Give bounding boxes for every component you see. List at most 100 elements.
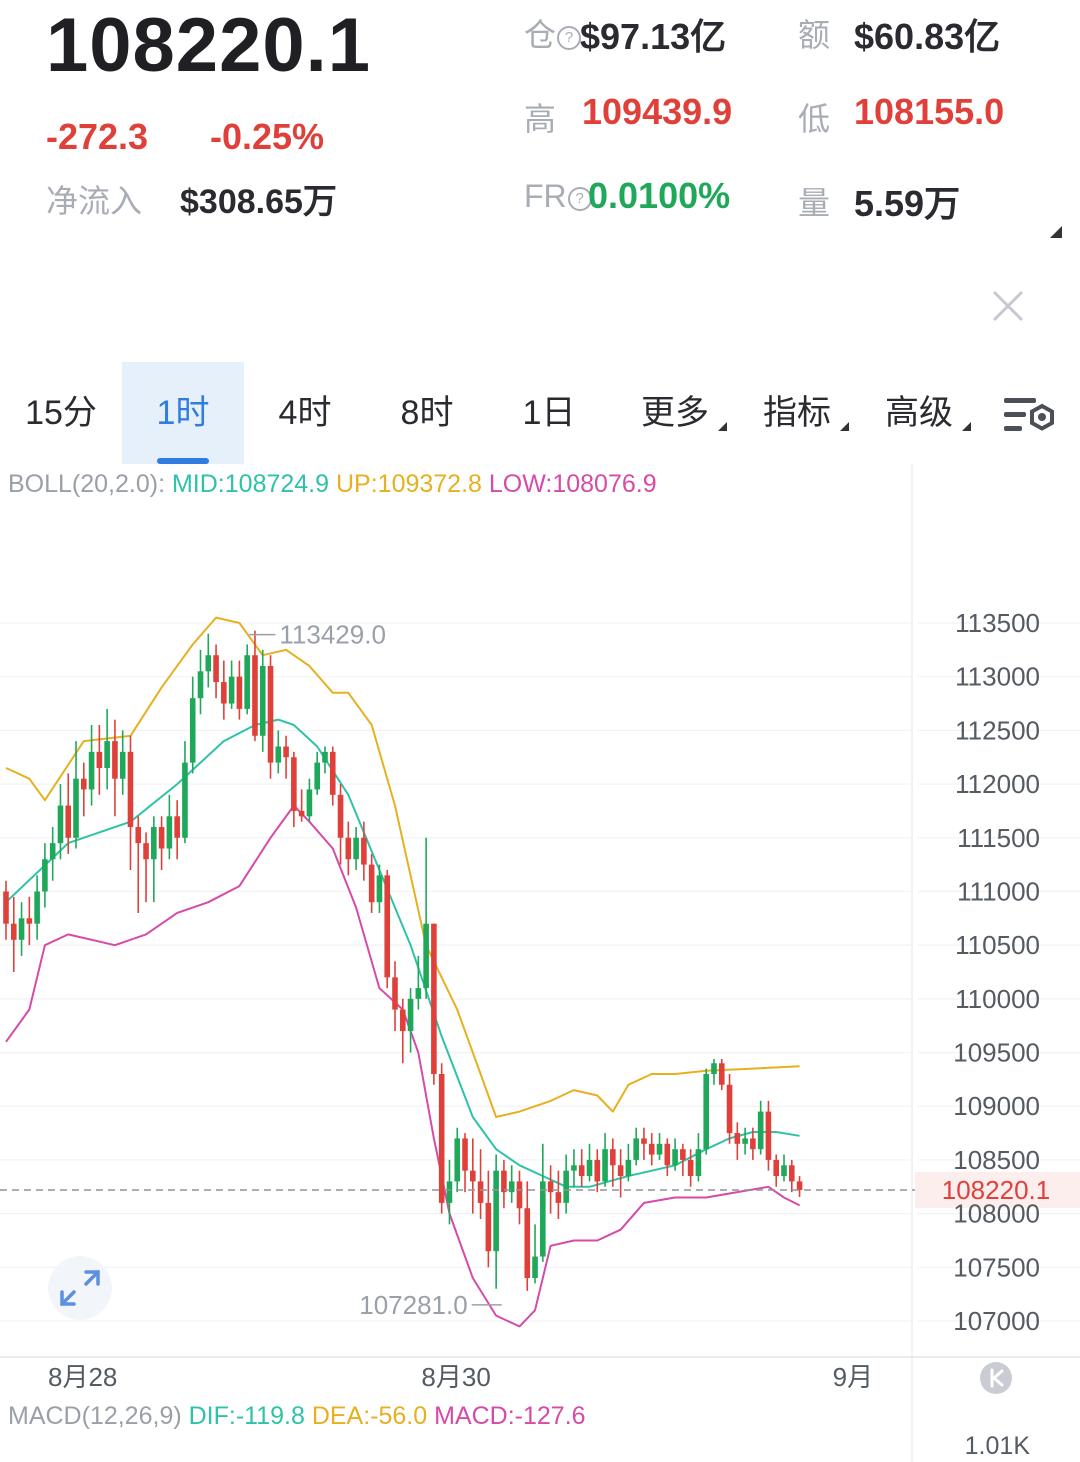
tab-8h[interactable]: 8时 [400, 394, 454, 432]
candle-body [384, 875, 391, 978]
expand-stats-icon[interactable] [1050, 226, 1062, 238]
info-icon[interactable]: ? [567, 187, 592, 211]
candle-body [477, 1181, 484, 1203]
candle [244, 644, 250, 715]
candle [765, 1100, 772, 1171]
candle-body [633, 1138, 639, 1160]
candle [516, 1170, 523, 1225]
tab-advanced[interactable]: 高级 [858, 362, 980, 464]
candle-body [73, 778, 79, 838]
y-tick-label: 112000 [955, 769, 1040, 799]
y-axis: 113500 113000 112500 112000 111500 111000 1105… [953, 608, 1040, 1336]
info-icon[interactable]: ? [557, 26, 582, 50]
close-icon[interactable] [988, 286, 1028, 326]
candle-body [96, 751, 103, 768]
candle-body [112, 741, 118, 779]
candle [540, 1143, 546, 1262]
tab-15m[interactable]: 15分 [25, 394, 97, 432]
candle [275, 730, 282, 774]
candle [454, 1127, 461, 1193]
candle [664, 1138, 671, 1177]
tab-more[interactable]: 更多 [614, 362, 736, 464]
candle [641, 1127, 647, 1160]
y-tick-label: 108500 [953, 1145, 1040, 1175]
candle [446, 1159, 453, 1225]
candles [3, 630, 803, 1291]
scroll-to-latest-icon[interactable] [980, 1362, 1012, 1394]
candle [322, 746, 328, 774]
candle-body [781, 1165, 787, 1177]
volume-label: 量 [798, 185, 831, 221]
candle [399, 998, 406, 1064]
candle-body [26, 918, 33, 924]
candle [648, 1133, 655, 1166]
candle-body [586, 1159, 593, 1177]
candle-body [10, 923, 17, 940]
candle [773, 1154, 780, 1187]
y-tick-label: 107500 [953, 1252, 1040, 1282]
candle [151, 816, 157, 903]
candle-body [664, 1143, 671, 1166]
macd-legend: MACD(12,26,9) DIF:-119.8 DEA:-56.0 MACD:… [8, 1402, 586, 1431]
candle-body [610, 1149, 616, 1166]
candle [26, 896, 33, 946]
candlestick-chart[interactable]: 108220.1 113429.0 107281.0 113500 113000 112… [0, 464, 1080, 1462]
candle [547, 1165, 554, 1214]
candle-body [213, 655, 219, 683]
candle-body [602, 1149, 608, 1182]
tab-1d[interactable]: 1日 [522, 394, 576, 432]
dropdown-icon [962, 422, 971, 431]
candle-body [788, 1165, 795, 1182]
candle [563, 1154, 569, 1214]
candle [252, 630, 258, 742]
candle [477, 1149, 484, 1219]
tab-4h[interactable]: 4时 [278, 394, 332, 432]
candle-body [221, 682, 227, 704]
candle-body [508, 1181, 515, 1193]
candle [508, 1165, 515, 1203]
boll-legend-low: LOW:108076.9 [488, 470, 657, 498]
candle [571, 1149, 577, 1187]
y-tick-label: 113000 [955, 662, 1040, 692]
candle [18, 902, 25, 956]
candle [104, 708, 110, 790]
dropdown-icon [840, 422, 849, 431]
y-tick-label: 107000 [953, 1306, 1040, 1336]
candle [718, 1058, 725, 1091]
y-tick-label: 112500 [955, 715, 1040, 745]
candle [65, 773, 72, 854]
x-tick-label: 8月30 [421, 1362, 490, 1392]
boll-upper-line [5, 616, 800, 1118]
candle [470, 1138, 476, 1214]
candle-body [298, 810, 305, 817]
candle-body [734, 1133, 741, 1144]
candle [742, 1127, 748, 1155]
candle-body [283, 746, 289, 758]
macd-legend-macd: MACD:-127.6 [434, 1402, 586, 1430]
candle [337, 784, 344, 865]
y-tick-label: 110000 [955, 984, 1040, 1014]
macd-legend-dea: DEA:-56.0 [311, 1402, 428, 1430]
y-tick-label: 110500 [955, 930, 1040, 960]
fullscreen-icon[interactable] [48, 1256, 112, 1320]
tab-indicators[interactable]: 指标 [736, 362, 858, 464]
active-tab-indicator [157, 458, 209, 464]
candle-body [205, 655, 212, 672]
candle [633, 1127, 639, 1166]
candle-body [3, 891, 9, 924]
candle-body [563, 1170, 569, 1203]
x-axis: 8月28 8月30 9月 [48, 1362, 873, 1392]
candle-body [88, 751, 95, 790]
chart-settings-icon[interactable] [1002, 392, 1058, 440]
candle [135, 816, 142, 913]
candle-body [617, 1165, 624, 1177]
candle [119, 730, 126, 795]
dropdown-icon [718, 422, 727, 431]
low-label: 低 [798, 101, 831, 137]
candle [127, 735, 134, 870]
open-interest-value: $97.13亿 [580, 16, 727, 57]
candle-body [687, 1159, 694, 1177]
bollinger-bands [5, 616, 801, 1328]
candle [221, 660, 227, 720]
tab-1h[interactable]: 1时 [122, 362, 244, 464]
